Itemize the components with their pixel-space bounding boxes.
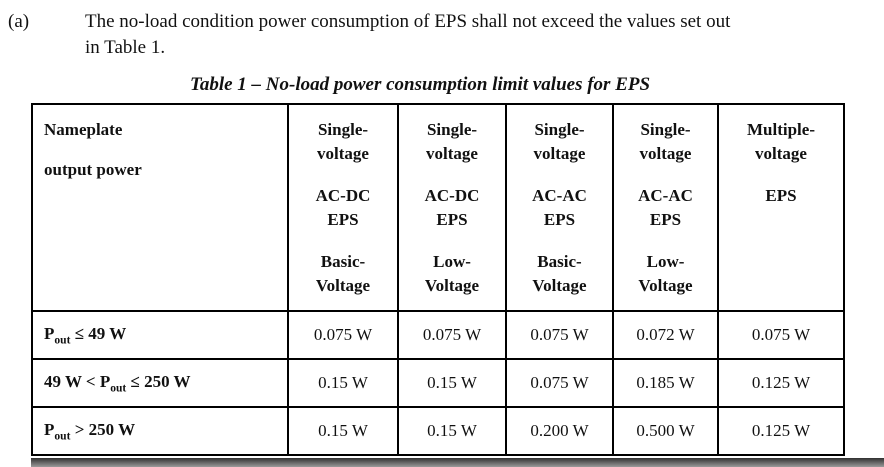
row-label: Pout > 250 W (31, 406, 289, 456)
limit-value-cell: 0.15 W (287, 406, 399, 456)
limit-value-cell: 0.125 W (717, 406, 845, 456)
table-header-row: Nameplate output power Single- voltage AC-D… (31, 103, 845, 312)
intro-paragraph: (a) The no-load condition power consumpt… (0, 0, 884, 61)
limit-value-cell: 0.125 W (717, 358, 845, 408)
limit-value-cell: 0.075 W (717, 310, 845, 360)
table-row: Pout > 250 W 0.15 W 0.15 W 0.200 W 0.500 W 0.… (31, 406, 845, 456)
limit-value-cell: 0.200 W (505, 406, 614, 456)
bottom-shadow-bar (31, 458, 884, 467)
paragraph-marker: (a) (8, 11, 30, 32)
limit-value-cell: 0.185 W (612, 358, 719, 408)
limit-value-cell: 0.15 W (397, 406, 507, 456)
limit-value-cell: 0.15 W (397, 358, 507, 408)
row-label: 49 W < Pout ≤ 250 W (31, 358, 289, 408)
header-nameplate-output-power: Nameplate output power (31, 103, 289, 312)
limit-value-cell: 0.075 W (397, 310, 507, 360)
limit-value-cell: 0.15 W (287, 358, 399, 408)
limit-value-cell: 0.075 W (287, 310, 399, 360)
limit-value-cell: 0.072 W (612, 310, 719, 360)
header-single-voltage-ac-ac-eps-low-voltage: Single- voltage AC-AC EPS Low- Voltage (612, 103, 719, 312)
limit-value-cell: 0.075 W (505, 358, 614, 408)
header-multiple-voltage-eps: Multiple- voltage EPS (717, 103, 845, 312)
table-row: 49 W < Pout ≤ 250 W 0.15 W 0.15 W 0.075 W 0.… (31, 358, 845, 408)
limit-value-cell: 0.075 W (505, 310, 614, 360)
header-single-voltage-ac-dc-eps-low-voltage: Single- voltage AC-DC EPS Low- Voltage (397, 103, 507, 312)
table-caption: Table 1 – No-load power consumption limi… (189, 74, 651, 95)
header-single-voltage-ac-ac-eps-basic-voltage: Single- voltage AC-AC EPS Basic- Voltage (505, 103, 614, 312)
row-label: Pout ≤ 49 W (31, 310, 289, 360)
limit-value-cell: 0.500 W (612, 406, 719, 456)
paragraph-text: The no-load condition power consumption … (85, 11, 731, 58)
eps-no-load-limits-table: Nameplate output power Single- voltage AC-D… (31, 103, 845, 456)
header-single-voltage-ac-dc-eps-basic-voltage: Single- voltage AC-DC EPS Basic- Voltage (287, 103, 399, 312)
